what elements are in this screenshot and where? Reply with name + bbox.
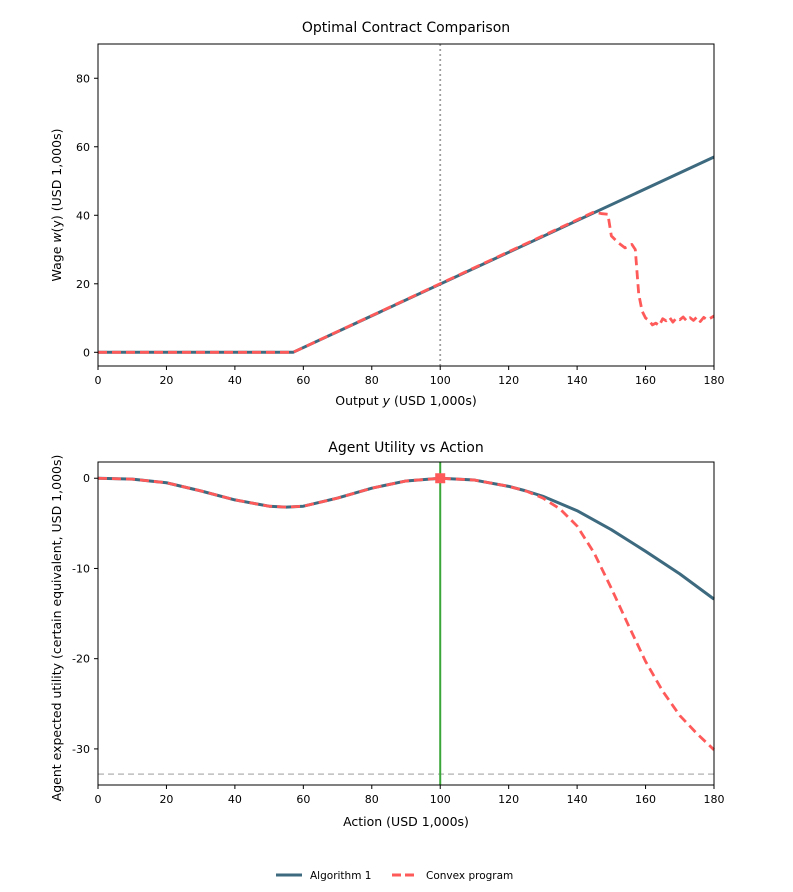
- contract-x-axis-label: Output y (USD 1,000s): [335, 393, 477, 408]
- contract-x-tick-label: 160: [635, 374, 656, 387]
- legend-algorithm-label: Algorithm 1: [310, 870, 371, 882]
- contract-x-tick-label: 80: [365, 374, 379, 387]
- contract-y-tick-label: 20: [76, 278, 90, 291]
- contract-y-tick-label: 80: [76, 72, 90, 85]
- contract-x-tick-label: 140: [567, 374, 588, 387]
- utility-x-tick-label: 60: [296, 793, 310, 806]
- contract-x-tick-label: 40: [228, 374, 242, 387]
- utility-x-axis-label: Action (USD 1,000s): [343, 814, 469, 829]
- utility-x-tick-label: 160: [635, 793, 656, 806]
- utility-convex-program-line: [97, 476, 715, 751]
- utility-x-tick-label: 100: [430, 793, 451, 806]
- utility-axes-frame: [97, 461, 715, 786]
- contract-y-tick-label: 60: [76, 141, 90, 154]
- utility-y-tick-label: 0: [83, 472, 90, 485]
- utility-y-tick-label: -30: [72, 743, 90, 756]
- utility-x-tick-label: 180: [704, 793, 725, 806]
- contract-convex-program-line: [98, 210, 715, 354]
- contract-x-tick-label: 180: [704, 374, 725, 387]
- contract-y-ticks: 0 20 40 60 80: [76, 72, 98, 359]
- utility-x-tick-label: 0: [95, 793, 102, 806]
- contract-axes-frame: [97, 43, 715, 367]
- utility-plot-area: [97, 462, 715, 785]
- contract-plot-area: [98, 44, 715, 366]
- contract-x-tick-label: 0: [95, 374, 102, 387]
- utility-chart: Agent Utility vs Action 0 20 40 60 80 100 120 1…: [49, 440, 725, 829]
- contract-y-axis-label: Wage w(y) (USD 1,000s): [49, 129, 64, 282]
- contract-x-tick-label: 60: [296, 374, 310, 387]
- contract-x-ticks: 0 20 40 60 80 100 120 140 160 180: [95, 366, 725, 387]
- utility-chart-title: Agent Utility vs Action: [328, 440, 483, 456]
- contract-x-tick-label: 100: [430, 374, 451, 387]
- utility-x-tick-label: 80: [365, 793, 379, 806]
- legend-convex-label: Convex program: [426, 870, 513, 882]
- utility-y-tick-label: -10: [72, 562, 90, 575]
- utility-x-tick-label: 120: [498, 793, 519, 806]
- utility-y-ticks: 0 -10 -20 -30: [72, 472, 98, 756]
- contract-chart: Optimal Contract Comparison 0 20 40 60 80 100…: [49, 20, 725, 408]
- contract-chart-title: Optimal Contract Comparison: [302, 20, 510, 36]
- utility-x-ticks: 0 20 40 60 80 100 120 140 160 180: [95, 785, 725, 806]
- utility-x-tick-label: 20: [159, 793, 173, 806]
- contract-y-tick-label: 40: [76, 209, 90, 222]
- utility-y-tick-label: -20: [72, 653, 90, 666]
- utility-optimum-marker: [435, 473, 446, 484]
- utility-y-axis-label: Agent expected utility (certain equivale…: [49, 455, 64, 802]
- contract-algorithm-1-line: [98, 155, 715, 354]
- contract-x-tick-label: 120: [498, 374, 519, 387]
- legend: Algorithm 1 Convex program: [276, 870, 513, 882]
- contract-y-tick-label: 0: [83, 346, 90, 359]
- contract-x-tick-label: 20: [159, 374, 173, 387]
- utility-x-tick-label: 140: [567, 793, 588, 806]
- utility-algorithm-1-line: [97, 476, 715, 601]
- utility-x-tick-label: 40: [228, 793, 242, 806]
